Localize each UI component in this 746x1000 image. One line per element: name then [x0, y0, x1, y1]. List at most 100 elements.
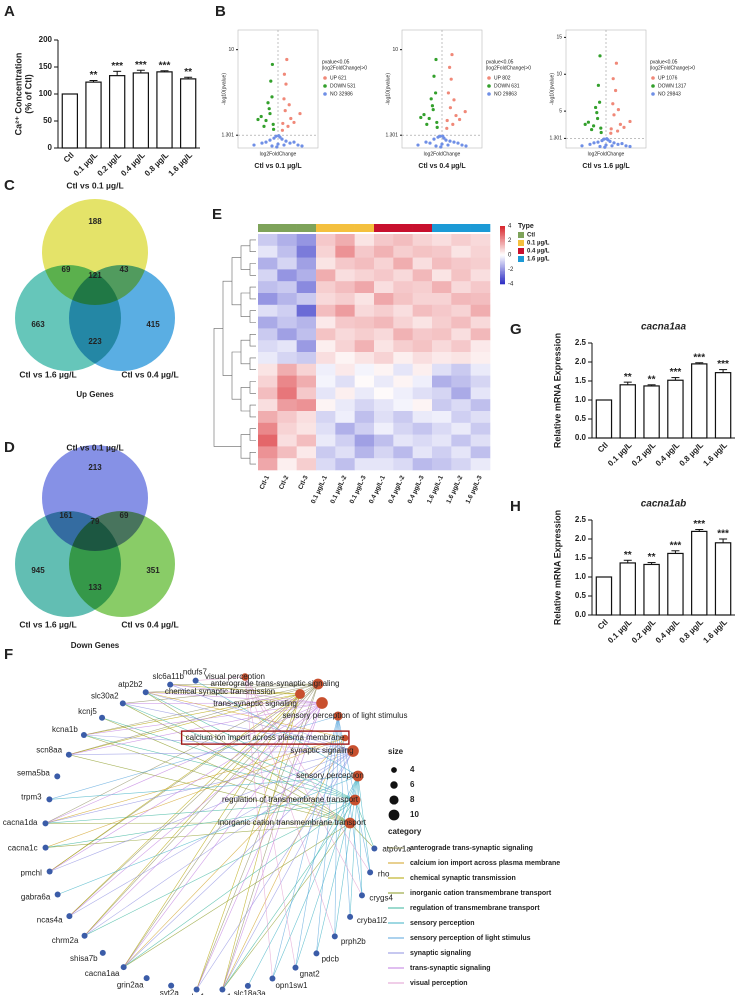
- term-label: inorganic cation transmembrane transport: [218, 818, 367, 827]
- heat-cell: [393, 281, 413, 293]
- heat-cell: [355, 258, 375, 270]
- legend-label: NO 29843: [658, 91, 681, 97]
- heat-cell: [471, 352, 491, 364]
- heat-cell: [471, 269, 491, 281]
- heat-cell: [393, 458, 413, 470]
- heat-cell: [374, 305, 394, 317]
- heat-cell: [277, 340, 297, 352]
- venn-count: 43: [120, 265, 129, 274]
- point: [428, 141, 431, 144]
- colorbar-label: -4: [508, 282, 514, 288]
- significance: ***: [159, 60, 171, 71]
- y-tick-label: 1.0: [575, 395, 587, 404]
- legend-title: size: [388, 747, 404, 756]
- heat-cell: [258, 234, 278, 246]
- heat-cell: [471, 411, 491, 423]
- point: [428, 117, 431, 120]
- column-label: 1.6 µg/L-1: [426, 474, 445, 505]
- legend-title: |log2FoldChange|>0: [650, 65, 695, 71]
- heat-cell: [374, 423, 394, 435]
- y-tick-label: 50: [43, 116, 52, 125]
- point: [434, 58, 437, 61]
- point: [432, 138, 435, 141]
- heat-cell: [316, 340, 336, 352]
- point: [284, 82, 287, 85]
- gene-node: [55, 892, 61, 898]
- point: [270, 144, 273, 147]
- heat-cell: [258, 281, 278, 293]
- point: [277, 134, 280, 137]
- heat-cell: [335, 340, 355, 352]
- x-tick-label: 1.6 µg/L: [701, 617, 729, 645]
- heat-cell: [413, 246, 433, 258]
- point: [439, 145, 442, 148]
- heat-cell: [393, 340, 413, 352]
- panel-label: H: [510, 498, 521, 515]
- heat-cell: [413, 387, 433, 399]
- point: [456, 141, 459, 144]
- point: [292, 121, 295, 124]
- heat-cell: [374, 293, 394, 305]
- term-node: [295, 689, 305, 699]
- bar: [181, 79, 196, 148]
- heat-cell: [432, 446, 452, 458]
- gene-node: [371, 846, 377, 852]
- bar: [62, 94, 77, 148]
- heat-cell: [335, 399, 355, 411]
- gene-node: [193, 678, 199, 684]
- significance: ***: [670, 540, 682, 551]
- heat-cell: [277, 269, 297, 281]
- colorbar-label: 0: [508, 253, 512, 259]
- heat-cell: [335, 446, 355, 458]
- point: [430, 97, 433, 100]
- heat-cell: [335, 305, 355, 317]
- heat-cell: [316, 399, 336, 411]
- category-label: chemical synaptic transmission: [410, 875, 516, 882]
- heat-cell: [393, 376, 413, 388]
- caption: Ctl vs 0.1 µg/L: [254, 163, 302, 170]
- legend-swatch: [518, 232, 524, 238]
- heat-cell: [374, 458, 394, 470]
- bar: [715, 543, 730, 615]
- heat-cell: [355, 364, 375, 376]
- gene-node: [46, 796, 52, 802]
- heat-cell: [451, 234, 471, 246]
- heat-cell: [277, 293, 297, 305]
- gene-label: gabra6a: [21, 893, 51, 902]
- gene-label: slc30a2: [91, 692, 119, 701]
- heat-cell: [451, 317, 471, 329]
- heat-cell: [297, 387, 317, 399]
- heat-cell: [277, 423, 297, 435]
- point: [609, 132, 612, 135]
- heat-cell: [374, 317, 394, 329]
- heat-cell: [355, 305, 375, 317]
- heat-cell: [471, 423, 491, 435]
- heat-cell: [451, 411, 471, 423]
- term-label: chemical synaptic transmission: [165, 687, 275, 696]
- gene-node: [99, 715, 105, 721]
- bar: [620, 563, 635, 615]
- gene-label: cacna1aa: [85, 969, 120, 978]
- gene-label: kcna1b: [52, 725, 78, 734]
- significance: ***: [693, 519, 705, 530]
- point: [597, 84, 600, 87]
- legend-title: category: [388, 827, 422, 836]
- point: [628, 120, 631, 123]
- bar: [644, 564, 659, 615]
- point: [431, 104, 434, 107]
- dendrogram: [250, 429, 256, 441]
- heat-cell: [297, 352, 317, 364]
- significance: ***: [135, 60, 147, 71]
- x-tick-label: 1.6 µg/L: [701, 440, 729, 468]
- heat-cell: [432, 411, 452, 423]
- point: [608, 140, 611, 143]
- point: [292, 141, 295, 144]
- heat-cell: [335, 364, 355, 376]
- point: [450, 78, 453, 81]
- point: [416, 143, 419, 146]
- heat-cell: [393, 328, 413, 340]
- point: [603, 146, 606, 149]
- heat-cell: [451, 364, 471, 376]
- column-label: 0.1 µg/L-1: [310, 474, 329, 505]
- heat-cell: [277, 411, 297, 423]
